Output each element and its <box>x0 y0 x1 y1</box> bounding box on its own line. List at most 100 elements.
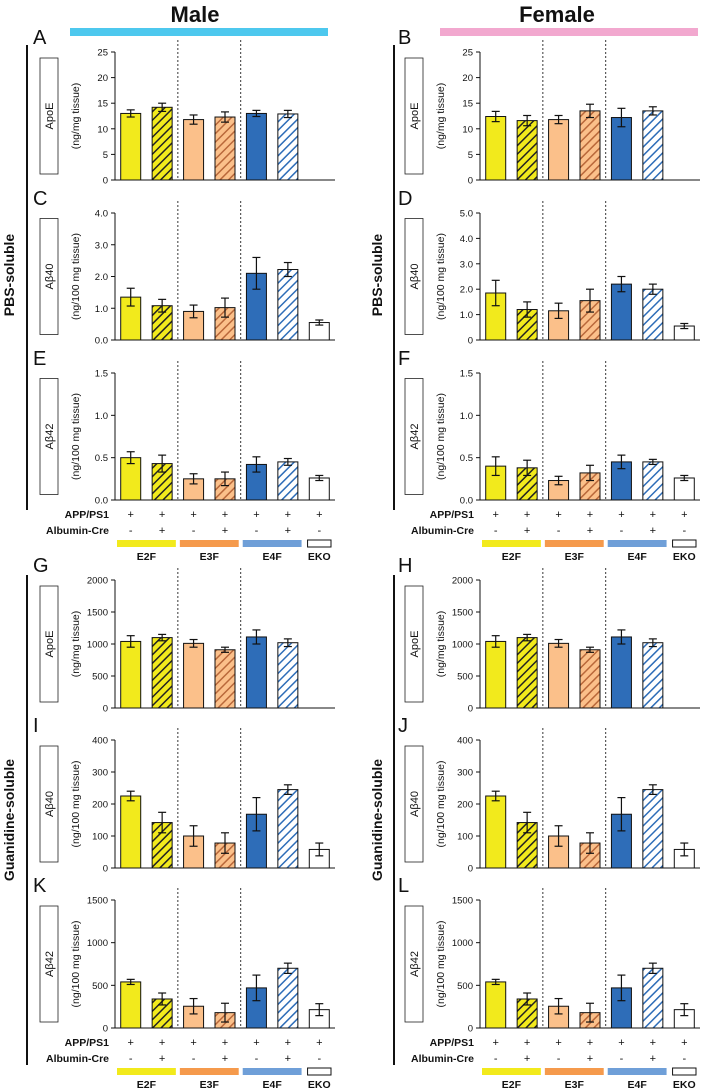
y-tick-label: 400 <box>92 736 108 747</box>
app-sign: + <box>492 509 498 521</box>
group-color-key <box>117 540 176 547</box>
y-tick-label: 3.0 <box>460 259 473 270</box>
bar <box>673 477 695 501</box>
y-tick-label: 0 <box>103 864 108 875</box>
panel-letter: K <box>33 875 47 897</box>
bar <box>642 288 664 341</box>
group-label: E2F <box>137 1079 157 1091</box>
app-sign: + <box>524 1037 530 1049</box>
y-title: ApoE <box>409 631 421 658</box>
panel-H: H ApoE (ng/mg tissue) 0 500 1000 1500 2000 <box>398 555 700 715</box>
panel-A: A ApoE (ng/mg tissue) 0 5 10 15 20 25 <box>33 27 335 187</box>
cre-sign: - <box>682 1053 686 1065</box>
cre-sign: - <box>255 525 259 537</box>
ylabel-box <box>39 218 59 335</box>
bar <box>579 110 601 181</box>
y-tick-label: 0 <box>468 864 473 875</box>
y-axis-label: (ng/mg tissue) <box>70 611 82 678</box>
bar <box>277 967 299 1029</box>
cre-sign: - <box>620 525 624 537</box>
group-label: EKO <box>673 551 696 563</box>
bar <box>277 269 299 341</box>
y-axis-label: (ng/100 mg tissue) <box>435 761 447 848</box>
y-tick-label: 2000 <box>452 576 473 587</box>
y-tick-label: 100 <box>457 832 473 843</box>
bar <box>485 640 507 709</box>
cre-sign: + <box>524 525 530 537</box>
bar <box>610 636 632 709</box>
y-tick-label: 1000 <box>452 640 473 651</box>
bar <box>183 642 205 709</box>
y-tick-label: 15 <box>462 99 473 110</box>
bar <box>516 120 538 181</box>
panel-letter: D <box>398 188 412 210</box>
panel-letter: J <box>398 715 408 737</box>
y-tick-label: 0 <box>103 704 108 715</box>
app-sign: + <box>555 509 561 521</box>
cre-sign: + <box>222 1053 228 1065</box>
app-sign: + <box>253 1037 259 1049</box>
app-sign: + <box>316 509 322 521</box>
y-tick-label: 1500 <box>452 896 473 907</box>
bar <box>120 112 142 181</box>
y-tick-label: 0 <box>468 1024 473 1035</box>
bar <box>120 981 142 1029</box>
panel-letter: L <box>398 875 409 897</box>
cre-sign: + <box>159 525 165 537</box>
group-label: E4F <box>628 1079 648 1091</box>
y-tick-label: 500 <box>457 672 473 683</box>
group-label: EKO <box>673 1079 696 1091</box>
app-sign: + <box>253 509 259 521</box>
y-tick-label: 200 <box>92 800 108 811</box>
y-title: Aβ42 <box>409 424 421 450</box>
y-tick-label: 1500 <box>87 896 108 907</box>
y-axis-label: (ng/100 mg tissue) <box>70 393 82 480</box>
y-tick-label: 10 <box>97 124 108 135</box>
ylabel-box <box>404 905 424 1023</box>
y-tick-label: 1.0 <box>460 411 473 422</box>
genotype-legend: APP/PS1 Albumin-Cre + - + + + - + + + - + + + - E2F E3F E4… <box>46 509 332 563</box>
bar <box>579 649 601 709</box>
panels: A ApoE (ng/mg tissue) 0 5 10 15 20 25 B ApoE (ng/mg… <box>33 27 700 1035</box>
cre-sign: + <box>285 1053 291 1065</box>
app-sign: + <box>222 509 228 521</box>
bar <box>120 640 142 709</box>
group-label: E2F <box>502 551 522 563</box>
panel-I: I Aβ40 (ng/100 mg tissue) 0 100 200 300 400 <box>33 715 335 875</box>
app-sign: + <box>618 509 624 521</box>
y-tick-label: 1500 <box>87 608 108 619</box>
cre-sign: - <box>129 1053 133 1065</box>
y-title: ApoE <box>44 103 56 130</box>
bar <box>214 649 236 709</box>
app-sign: + <box>190 509 196 521</box>
bar <box>642 967 664 1029</box>
y-title: Aβ40 <box>409 264 421 290</box>
y-tick-label: 2.0 <box>95 272 108 283</box>
cre-sign: - <box>317 525 321 537</box>
panel-L: L Aβ42 (ng/100 mg tissue) 0 500 1000 1500 <box>398 875 700 1035</box>
male-header-bar <box>70 28 328 36</box>
app-sign: + <box>618 1037 624 1049</box>
y-tick-label: 0 <box>468 176 473 187</box>
y-tick-label: 0 <box>103 1024 108 1035</box>
section-label-pbs-left: PBS-soluble <box>1 234 17 317</box>
cre-sign: + <box>587 1053 593 1065</box>
bar <box>151 106 173 181</box>
y-axis-label: (ng/100 mg tissue) <box>70 761 82 848</box>
group-color-key <box>242 1068 302 1075</box>
y-tick-label: 10 <box>462 124 473 135</box>
y-tick-label: 300 <box>92 768 108 779</box>
y-title: ApoE <box>409 103 421 130</box>
app-sign: + <box>159 1037 165 1049</box>
y-tick-label: 0 <box>468 704 473 715</box>
panel-J: J Aβ40 (ng/100 mg tissue) 0 100 200 300 400 <box>398 715 700 875</box>
y-tick-label: 4.0 <box>460 234 473 245</box>
y-title: Aβ42 <box>409 951 421 977</box>
app-label: APP/PS1 <box>430 509 475 521</box>
section-label-gua-right: Guanidine-soluble <box>369 759 385 881</box>
app-sign: + <box>681 1037 687 1049</box>
y-title: ApoE <box>44 631 56 658</box>
ylabel-box <box>39 378 59 495</box>
y-axis-label: (ng/100 mg tissue) <box>70 233 82 320</box>
app-sign: + <box>285 1037 291 1049</box>
